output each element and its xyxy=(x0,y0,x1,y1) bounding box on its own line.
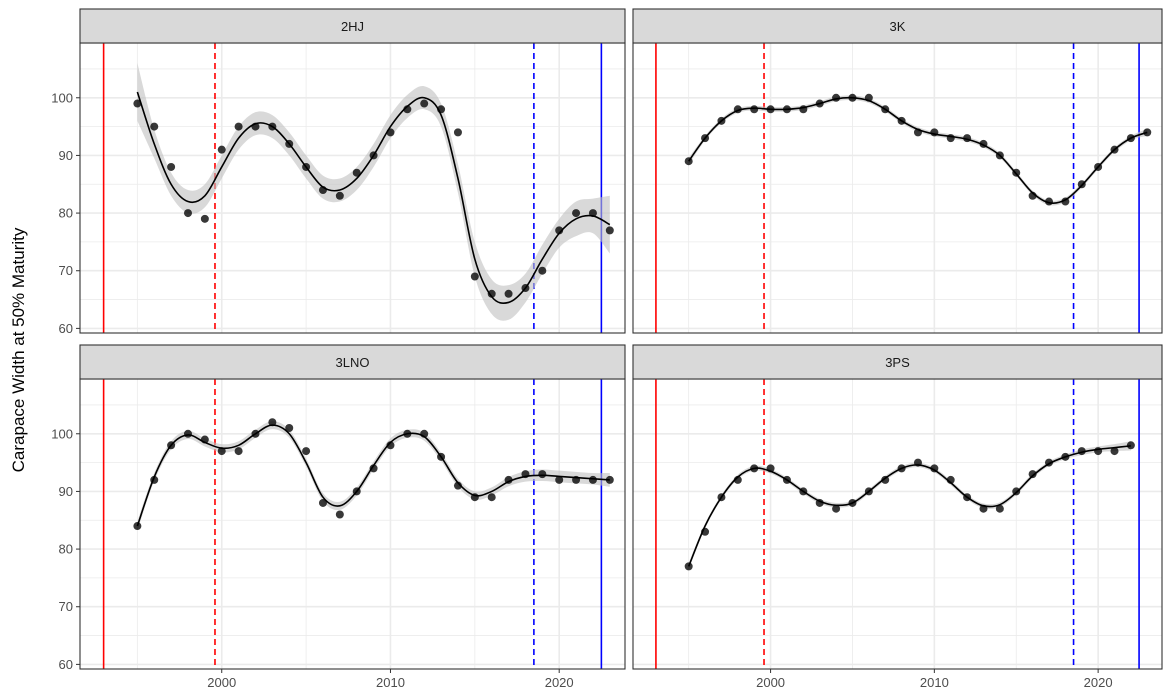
facet-strip xyxy=(79,8,626,44)
panel-3lno: 3LNO 60 70 80 90 100 2000 2010 2020 xyxy=(51,344,626,690)
y-tick-label: 60 xyxy=(59,657,73,672)
data-point xyxy=(1110,447,1119,456)
data-point xyxy=(487,289,496,298)
data-point xyxy=(504,289,513,298)
facet-strip xyxy=(632,344,1163,380)
panel-3ps: 3PS 2000 2010 2020 xyxy=(632,344,1163,690)
data-point xyxy=(183,429,192,438)
panel-background xyxy=(80,379,625,669)
data-point xyxy=(538,470,547,479)
data-point xyxy=(369,464,378,473)
confidence-ribbon xyxy=(688,441,1131,570)
smooth-line xyxy=(136,91,611,304)
data-point xyxy=(1126,441,1135,450)
x-tick-label: 2010 xyxy=(920,675,949,690)
y-tick-label: 70 xyxy=(59,263,73,278)
data-point xyxy=(234,122,243,131)
data-point xyxy=(605,475,614,484)
data-point xyxy=(318,498,327,507)
data-point xyxy=(995,504,1004,513)
smooth-line xyxy=(136,424,610,527)
panel-3k: 3K xyxy=(632,8,1163,334)
gridlines xyxy=(80,43,625,333)
facet-label: 3K xyxy=(890,19,906,34)
data-point xyxy=(881,475,890,484)
data-point xyxy=(167,162,176,171)
smooth-line xyxy=(688,96,1148,204)
data-point xyxy=(538,266,547,275)
facet-label: 3LNO xyxy=(336,355,370,370)
y-tick-label: 80 xyxy=(59,206,73,221)
data-point xyxy=(487,493,496,502)
data-point xyxy=(605,226,614,235)
data-point xyxy=(588,475,597,484)
data-point xyxy=(183,209,192,218)
y-tick-label: 70 xyxy=(59,599,73,614)
facet-strip xyxy=(79,344,626,380)
data-point xyxy=(352,168,361,177)
x-tick-label: 2020 xyxy=(1084,675,1113,690)
data-point xyxy=(302,447,311,456)
data-point xyxy=(470,272,479,281)
panels: 2HJ 60 70 80 90 100 3K 3LNO 60 70 80 90 100 2000 2010 2… xyxy=(51,8,1163,690)
y-tick-label: 80 xyxy=(59,542,73,557)
y-tick-label: 90 xyxy=(59,484,73,499)
data-point xyxy=(1028,470,1037,479)
facet-label: 3PS xyxy=(885,355,910,370)
data-point xyxy=(234,447,243,456)
data-point xyxy=(217,145,226,154)
data-point xyxy=(555,226,564,235)
y-tick-label: 100 xyxy=(51,426,73,441)
facet-strip xyxy=(632,8,1163,44)
smooth-line xyxy=(687,445,1131,567)
data-point xyxy=(555,475,564,484)
panel-2hj: 2HJ 60 70 80 90 100 xyxy=(51,8,626,336)
data-point xyxy=(386,441,395,450)
x-tick-label: 2000 xyxy=(756,675,785,690)
data-point xyxy=(750,105,759,114)
x-tick-label: 2000 xyxy=(207,675,236,690)
data-point xyxy=(832,504,841,513)
data-point xyxy=(268,418,277,427)
data-point xyxy=(453,128,462,137)
y-axis-title: Carapace Width at 50% Maturity xyxy=(9,227,28,472)
data-point xyxy=(285,424,294,433)
data-point xyxy=(200,214,209,223)
data-point xyxy=(133,99,142,108)
y-tick-label: 90 xyxy=(59,148,73,163)
data-point xyxy=(420,99,429,108)
data-point xyxy=(572,209,581,218)
facet-label: 2HJ xyxy=(341,19,364,34)
data-point xyxy=(150,122,159,131)
y-tick-label: 100 xyxy=(51,90,73,105)
y-tick-label: 60 xyxy=(59,321,73,336)
panel-background xyxy=(633,379,1162,669)
data-point xyxy=(335,191,344,200)
data-point xyxy=(453,481,462,490)
x-tick-label: 2020 xyxy=(545,675,574,690)
data-point xyxy=(335,510,344,519)
x-tick-label: 2010 xyxy=(376,675,405,690)
